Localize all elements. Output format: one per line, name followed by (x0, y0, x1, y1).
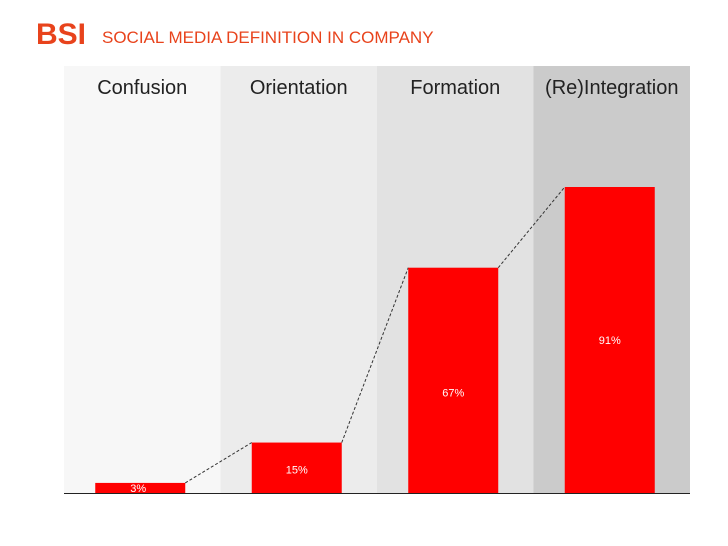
slide-title: SOCIAL MEDIA DEFINITION IN COMPANY (102, 28, 434, 47)
connector-line (341, 267, 409, 443)
connector-line (184, 442, 253, 484)
value-label: 3% (130, 483, 146, 495)
bars (95, 187, 655, 493)
connector-line (497, 186, 566, 269)
bar (564, 187, 655, 493)
bar (408, 267, 499, 493)
value-label: 15% (286, 465, 308, 477)
value-labels: 3% 15% 67% 91% (130, 335, 621, 495)
bar (251, 442, 342, 493)
phase-band (220, 66, 377, 493)
value-label: 91% (599, 335, 621, 347)
value-label: 67% (442, 388, 464, 400)
brand-logo: BSI (36, 18, 87, 51)
phase-label: Orientation (250, 77, 348, 99)
phase-label: (Re)Integration (545, 77, 678, 99)
bar (95, 482, 186, 493)
phase-label: Confusion (97, 77, 187, 99)
phase-labels: Confusion Orientation Formation (Re)Integra… (97, 77, 678, 99)
phase-label: Formation (410, 77, 500, 99)
bar-connectors (184, 186, 566, 484)
phase-band (64, 66, 221, 493)
